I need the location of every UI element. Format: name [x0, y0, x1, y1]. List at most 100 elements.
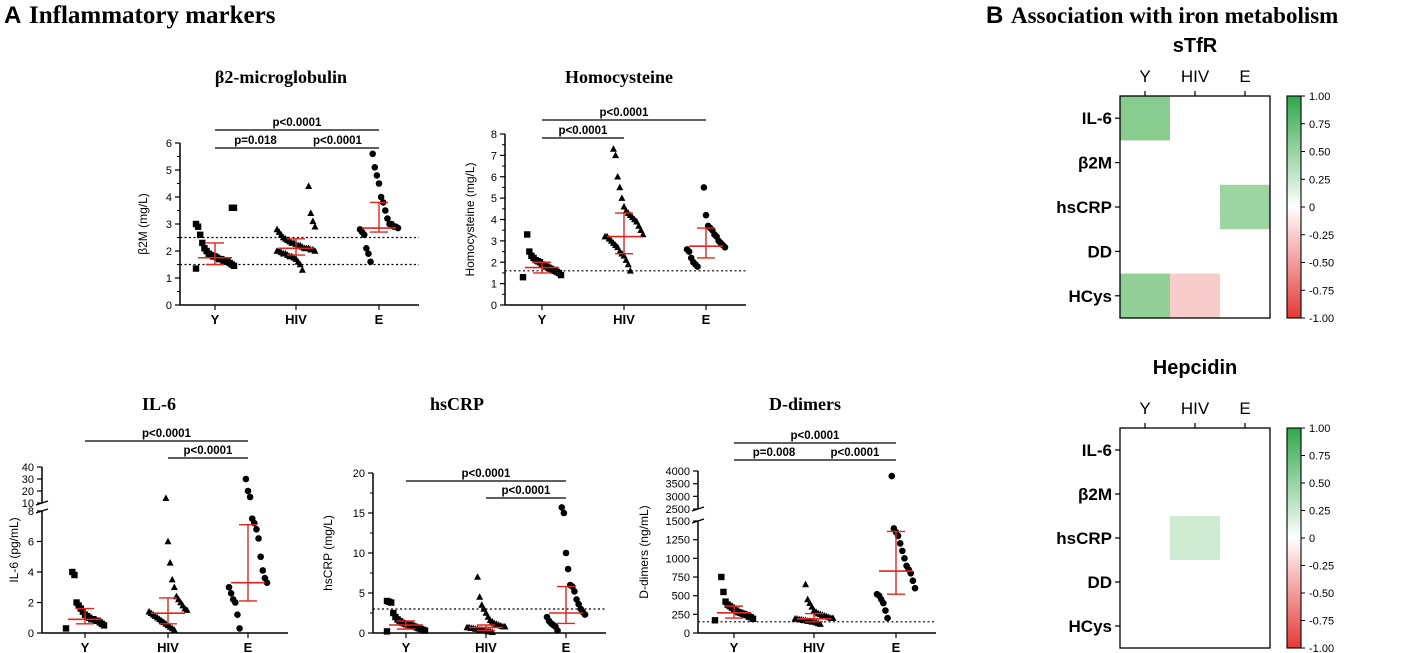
data-point-hiv	[474, 573, 482, 580]
y-axis-label: Homocysteine (mg/L)	[463, 162, 477, 276]
colorbar-tick-label: 1.00	[1309, 423, 1330, 435]
data-point-y	[526, 248, 533, 255]
y-tick-label: 1000	[666, 553, 690, 565]
p-value-label: p<0.0001	[273, 117, 323, 129]
data-point-hiv	[806, 599, 814, 606]
data-point-hiv	[145, 607, 153, 615]
x-tick-label: Y	[538, 312, 547, 327]
y-tick-label: 1500	[666, 516, 690, 528]
data-point-e	[253, 526, 260, 533]
data-point-e	[259, 567, 267, 574]
row-label: hsCRP	[1056, 529, 1112, 548]
data-point-hiv	[618, 194, 626, 201]
y-tick-label: 4	[28, 567, 34, 579]
data-point-e	[365, 250, 372, 257]
data-point-e	[909, 577, 917, 585]
data-point-y	[722, 598, 729, 605]
data-point-hiv	[164, 537, 172, 545]
p-value-label: p<0.0001	[559, 125, 609, 137]
data-point-e	[566, 581, 574, 589]
y-axis-label: β2M (mg/L)	[136, 193, 150, 255]
data-point-y	[392, 613, 399, 621]
column-label: Y	[1139, 67, 1150, 86]
data-point-e	[702, 211, 710, 219]
data-point-e	[560, 509, 568, 517]
colorbar-tick-label: 1.00	[1309, 91, 1330, 103]
colorbar-tick-label: 0.25	[1309, 506, 1330, 518]
colorbar-tick-label: -1.00	[1309, 643, 1334, 653]
row-label: hsCRP	[1056, 198, 1112, 217]
colorbar-tick-label: 0.25	[1309, 174, 1330, 186]
row-label: HCys	[1069, 617, 1112, 636]
data-point-y	[199, 239, 206, 247]
data-point-y	[711, 617, 719, 624]
y-tick-label: 10	[353, 548, 365, 560]
data-point-hiv	[810, 606, 818, 614]
y-tick-label: 3500	[666, 479, 690, 491]
y-tick-label: 3000	[666, 491, 690, 503]
panel-a-header: A Inflammatory markers	[4, 2, 276, 29]
x-tick-label: E	[375, 312, 384, 327]
y-tick-label: 30	[22, 474, 34, 486]
data-point-hiv	[484, 613, 492, 620]
data-point-e	[373, 172, 381, 179]
y-tick-label: 500	[672, 591, 690, 603]
y-tick-label: 40	[22, 462, 34, 474]
heatmap-cell	[1220, 184, 1270, 230]
data-point-e	[558, 504, 566, 511]
data-point-e	[236, 625, 243, 632]
data-point-y	[720, 588, 727, 596]
p-value-label: p<0.0001	[502, 485, 552, 497]
x-tick-label: Y	[81, 640, 90, 653]
data-point-e	[229, 596, 237, 603]
data-point-e	[911, 584, 919, 592]
data-point-hiv	[601, 232, 609, 240]
data-point-e	[890, 525, 898, 532]
data-point-e	[255, 535, 262, 542]
data-point-e	[369, 150, 376, 158]
data-point-e	[371, 164, 379, 171]
chart-title: Homocysteine	[565, 67, 673, 87]
data-point-e	[888, 472, 896, 480]
y-tick-label: 4	[491, 215, 497, 227]
data-point-hiv	[482, 609, 490, 616]
heatmap-cell	[1120, 273, 1170, 318]
colorbar-tick-label: 0.50	[1309, 147, 1330, 159]
chart-title: hsCRP	[430, 394, 484, 414]
data-point-e	[700, 184, 708, 191]
data-point-e	[903, 562, 910, 570]
data-point-hiv	[480, 605, 488, 612]
x-tick-label: Y	[730, 640, 739, 653]
data-point-e	[382, 207, 389, 214]
data-point-hiv	[162, 494, 170, 501]
heatmap-hepcidin: Hepcidin Y HIV E IL-6 β2M hsCRP DD HCys 1.00 0.75 0…	[1056, 357, 1334, 653]
heatmap-cell	[1170, 516, 1220, 560]
colorbar-tick-label: -1.00	[1309, 313, 1334, 325]
data-point-e	[242, 475, 250, 483]
y-tick-label: 5	[166, 165, 172, 177]
colorbar-tick-label: -0.25	[1309, 230, 1334, 242]
p-value-label: p=0.008	[753, 447, 796, 459]
x-tick-label: HIV	[613, 312, 635, 327]
data-point-hiv	[609, 145, 617, 152]
panel-b-header: B Association with iron metabolism	[986, 2, 1338, 29]
y-tick-label: 1	[491, 279, 497, 291]
y-tick-label: 0	[684, 628, 690, 640]
data-point-e	[873, 590, 881, 598]
p-value-label: p<0.0001	[831, 447, 881, 459]
y-tick-label: 8	[491, 129, 497, 141]
data-point-e	[386, 220, 393, 228]
x-tick-label: E	[562, 640, 571, 653]
colorbar-tick-label: -0.50	[1309, 588, 1334, 600]
column-label: Y	[1139, 399, 1150, 418]
data-point-hiv	[307, 209, 315, 216]
data-point-e	[882, 607, 889, 614]
y-axis-label: IL-6 (pg/mL)	[7, 517, 21, 582]
y-tick-label: 0	[166, 300, 172, 312]
y-tick-label: 2	[166, 246, 172, 258]
data-point-e	[562, 549, 570, 557]
data-point-e	[367, 258, 374, 266]
data-point-hiv	[616, 247, 624, 255]
